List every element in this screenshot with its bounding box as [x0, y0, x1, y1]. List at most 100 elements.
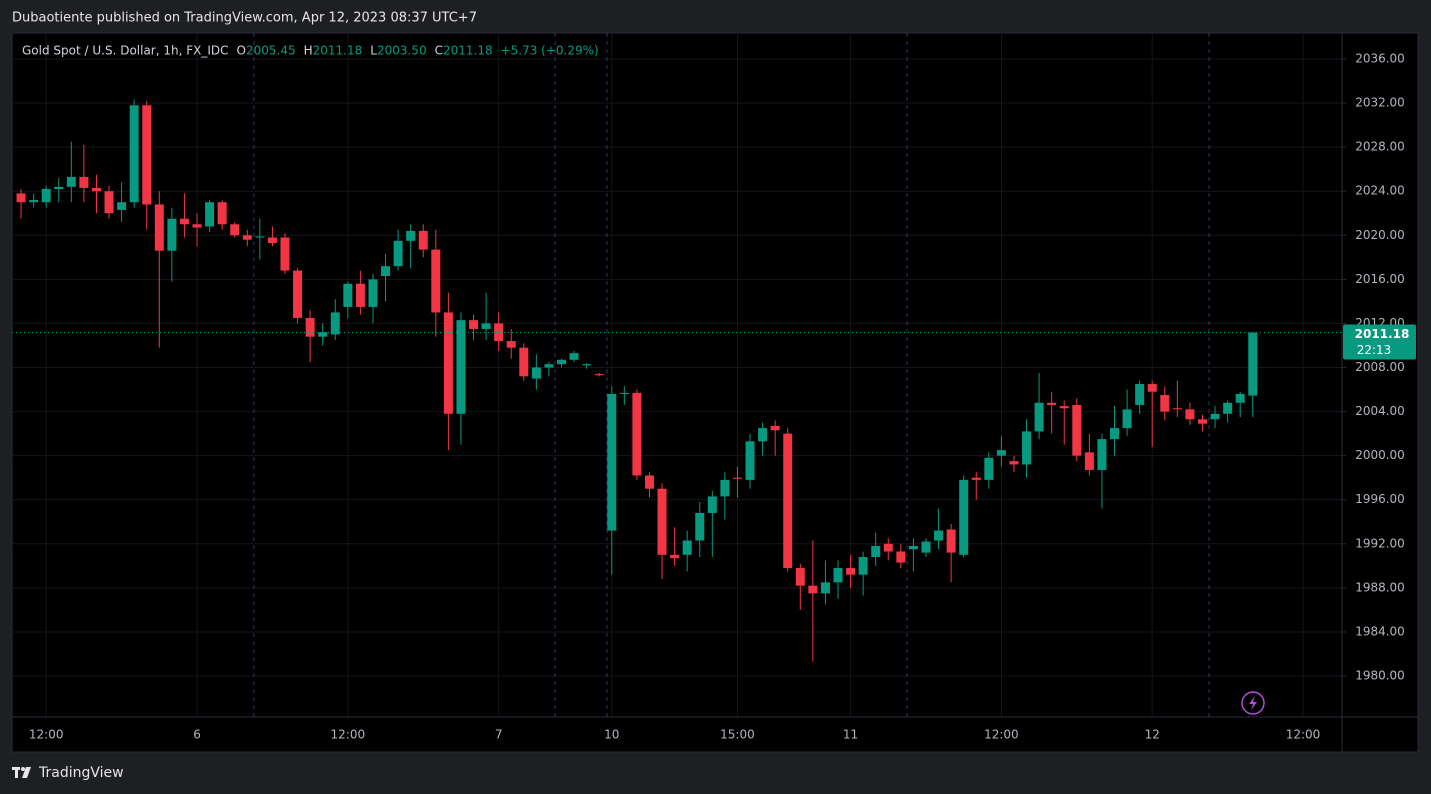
candle-body [720, 479, 730, 497]
candle-body [896, 551, 906, 563]
candle-body [469, 320, 479, 329]
candle-body [883, 543, 893, 552]
candle-body [179, 218, 189, 225]
candle-body [858, 557, 868, 575]
y-tick-label: 1996.00 [1355, 492, 1405, 506]
candle-body [494, 323, 504, 342]
candle-body [594, 374, 604, 376]
candle-body [167, 218, 177, 251]
candle-body [607, 393, 617, 531]
candle-body [79, 176, 89, 188]
candle-body [280, 237, 290, 271]
candle-body [255, 236, 265, 238]
candle-body [820, 582, 830, 594]
candle-body [381, 266, 391, 277]
y-tick-label: 2004.00 [1355, 404, 1405, 418]
candle-body [418, 230, 428, 250]
candle-body [355, 283, 365, 307]
candle-body [1059, 406, 1069, 409]
candle-body [330, 312, 340, 335]
grid [12, 33, 1342, 717]
logo-part [15, 767, 18, 778]
candle-body [1147, 384, 1157, 392]
logo-part [22, 767, 31, 778]
y-tick-label: 2000.00 [1355, 448, 1405, 462]
candle-body [1022, 431, 1032, 465]
candle-body [154, 204, 164, 251]
candle-body [1122, 409, 1132, 429]
candle-body [632, 392, 642, 476]
x-tick-label: 15:00 [720, 728, 755, 742]
candle-body [946, 529, 956, 553]
candle-body [959, 479, 969, 555]
session-breaks [253, 33, 1210, 717]
candle-body [117, 202, 127, 210]
y-tick-label: 2020.00 [1355, 228, 1405, 242]
legend-key: H [304, 44, 313, 58]
candle-body [795, 568, 805, 586]
candle-body [1235, 393, 1245, 403]
y-tick-label: 1992.00 [1355, 536, 1405, 550]
candle-body [1160, 395, 1170, 412]
candle-body [619, 392, 629, 394]
candle-body [783, 433, 793, 569]
candle-body [707, 496, 717, 513]
x-tick-label: 12:00 [331, 728, 366, 742]
legend-value: 2011.18 [443, 44, 493, 58]
legend-key: C [435, 44, 443, 58]
candle-body [217, 202, 227, 225]
candle-body [1135, 384, 1145, 405]
candle-body [695, 512, 705, 541]
x-tick-label: 12 [1145, 728, 1160, 742]
logo-part [21, 767, 25, 771]
candle-body [531, 367, 541, 379]
candle-body [506, 341, 516, 348]
x-tick-label: 12:00 [984, 728, 1019, 742]
candle-body [582, 364, 592, 366]
candle-body [406, 230, 416, 241]
candle-body [971, 477, 981, 480]
candle-body [1047, 402, 1057, 405]
candle-body [1009, 461, 1019, 465]
candle-body [431, 249, 441, 313]
candle-body [1034, 402, 1044, 432]
y-tick-label: 1980.00 [1355, 669, 1405, 683]
candle-body [393, 240, 403, 267]
candle-body [267, 237, 277, 244]
candle-body [41, 189, 51, 203]
candle-body [16, 193, 26, 203]
candle-body [1197, 419, 1207, 424]
candle-body [91, 187, 101, 192]
candles [16, 99, 1258, 662]
x-tick-label: 12:00 [1286, 728, 1321, 742]
y-tick-label: 1984.00 [1355, 624, 1405, 638]
brand-logo [12, 767, 31, 778]
candle-body [921, 541, 931, 553]
candle-body [1185, 409, 1195, 420]
publish-info: Dubaotiente published on TradingView.com… [12, 11, 477, 26]
candle-body [293, 270, 303, 318]
candle-body [129, 105, 139, 203]
candle-body [1210, 413, 1220, 420]
y-tick-label: 1988.00 [1355, 580, 1405, 594]
candle-body [242, 235, 252, 240]
candle-body [934, 530, 944, 541]
candle-body [846, 568, 856, 575]
y-tick-label: 2024.00 [1355, 184, 1405, 198]
candle-body [230, 224, 240, 236]
candle-body [1110, 428, 1120, 440]
candle-body [556, 359, 566, 365]
candle-body [908, 546, 918, 550]
candle-body [996, 450, 1006, 456]
candle-body [657, 488, 667, 555]
y-tick-label: 2016.00 [1355, 272, 1405, 286]
alert-icon[interactable] [1241, 691, 1265, 715]
candle-body [984, 457, 994, 480]
candle-body [1084, 452, 1094, 470]
x-tick-label: 11 [843, 728, 858, 742]
candle-body [104, 191, 114, 214]
candle-body [682, 540, 692, 555]
last-price-label: 2011.18 [1355, 327, 1410, 341]
candle-body [644, 475, 654, 489]
